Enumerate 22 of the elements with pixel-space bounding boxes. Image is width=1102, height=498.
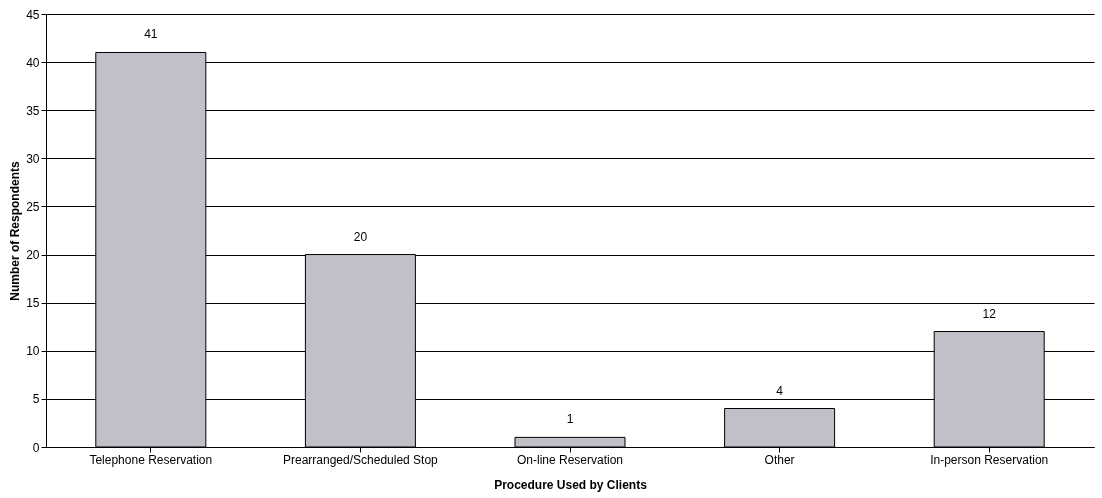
x-tick-label: On-line Reservation [516,452,624,467]
y-tick-label: 5 [32,392,40,407]
x-tick-label: Other [764,452,795,467]
y-axis-title: Number of Respondents [8,161,23,301]
y-tick-label: 0 [32,440,40,455]
y-tick-label: 10 [26,344,40,359]
y-tick-label: 25 [26,199,40,214]
x-tick-label: Prearranged/Scheduled Stop [283,452,439,467]
x-tick-label: Telephone Reservation [89,452,213,467]
data-label: 20 [353,229,368,244]
data-label: 1 [566,412,574,427]
data-label: 12 [982,306,997,321]
y-tick-label: 20 [26,248,40,263]
y-tick-label: 15 [26,296,40,311]
data-label: 41 [144,27,158,42]
y-tick-label: 35 [26,103,40,118]
y-tick-label: 45 [26,7,40,22]
data-label: 4 [776,383,784,398]
y-tick-label: 30 [26,151,40,166]
x-tick-label: In-person Reservation [930,452,1049,467]
x-axis-title: Procedure Used by Clients [494,477,648,492]
y-tick-label: 40 [26,55,40,70]
